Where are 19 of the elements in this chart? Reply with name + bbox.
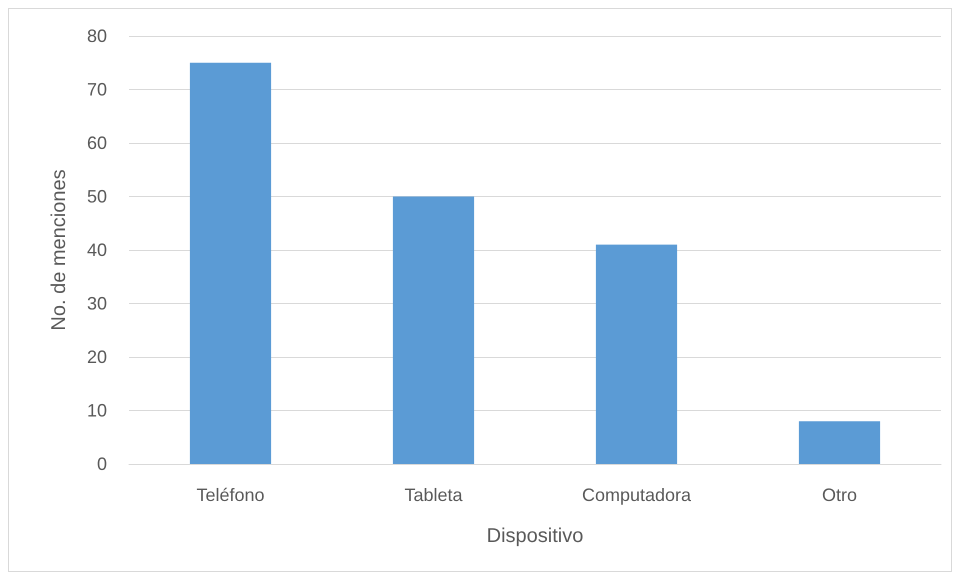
x-axis-title: Dispositivo bbox=[486, 525, 584, 547]
bar bbox=[190, 62, 272, 464]
x-tick-label: Teléfono bbox=[196, 485, 265, 505]
bar bbox=[798, 421, 880, 464]
y-tick-label: 60 bbox=[86, 133, 107, 153]
x-tick-label: Computadora bbox=[582, 485, 692, 505]
y-tick-label: 50 bbox=[86, 186, 107, 206]
bar bbox=[596, 244, 678, 464]
y-tick-label: 40 bbox=[86, 240, 107, 260]
x-tick-label: Tableta bbox=[404, 485, 464, 505]
y-axis-title: No. de menciones bbox=[48, 169, 70, 331]
y-tick-label: 0 bbox=[96, 454, 107, 474]
y-tick-label: 10 bbox=[86, 400, 107, 420]
y-tick-label: 70 bbox=[86, 80, 107, 100]
y-tick-label: 30 bbox=[86, 294, 107, 314]
bar bbox=[392, 196, 474, 464]
y-tick-label: 20 bbox=[86, 347, 107, 367]
y-tick-label: 80 bbox=[86, 26, 107, 46]
x-tick-label: Otro bbox=[822, 485, 858, 505]
